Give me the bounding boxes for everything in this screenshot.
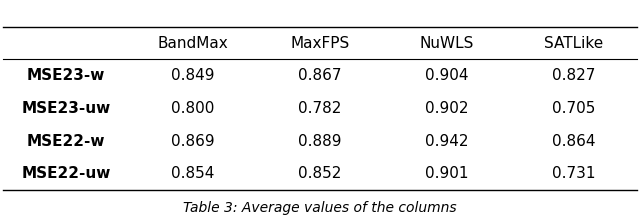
Text: Table 3: Average values of the columns: Table 3: Average values of the columns [183,201,457,215]
